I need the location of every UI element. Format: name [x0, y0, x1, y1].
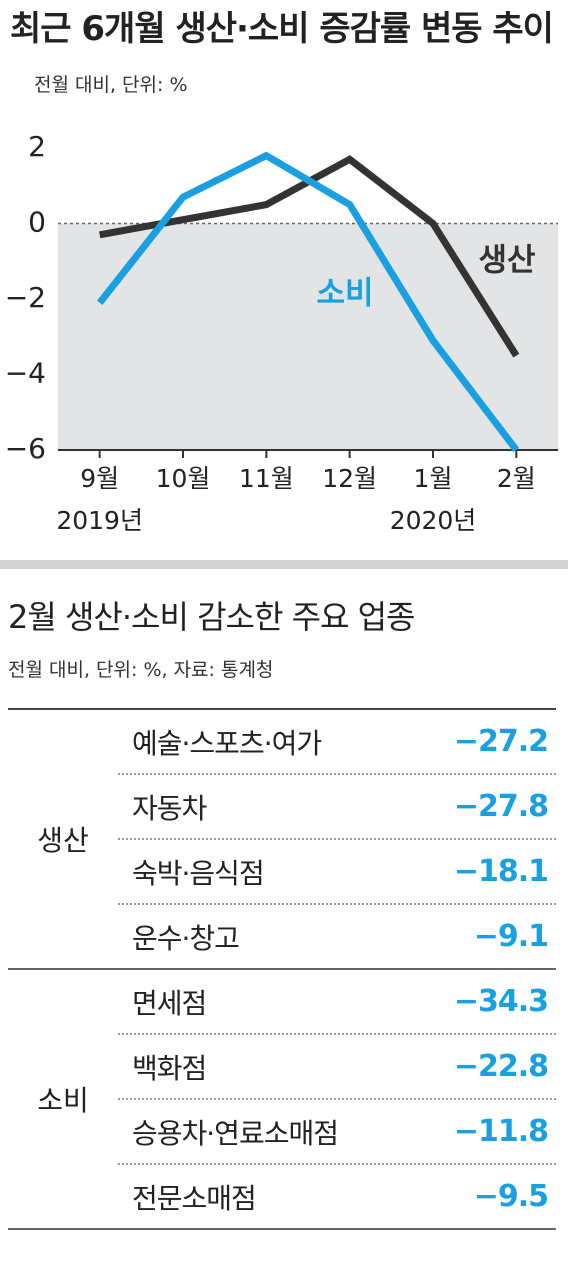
y-tick-label: 2	[28, 130, 46, 163]
row-label: 운수·창고	[132, 921, 240, 955]
row-label: 자동차	[132, 791, 207, 825]
table: 생산 예술·스포츠·여가 −27.2 자동차 −27.8 숙박·음식점 −18.1 운수·창고…	[8, 708, 556, 1230]
row-label: 숙박·음식점	[132, 856, 265, 890]
series-label: 소비	[316, 276, 373, 312]
x-sublabel: 2020년	[390, 506, 477, 535]
row-label: 면세점	[132, 986, 207, 1020]
y-tick-label: −6	[5, 432, 46, 465]
row-value: −18.1	[453, 854, 549, 889]
series-line	[96, 151, 520, 453]
x-tick-label: 12월	[322, 464, 377, 493]
y-tick-label: 0	[28, 206, 46, 239]
group-rows: 예술·스포츠·여가 −27.2 자동차 −27.8 숙박·음식점 −18.1 운수·창고 −9…	[118, 710, 556, 968]
x-tick-label: 1월	[414, 464, 453, 493]
row-value: −11.8	[453, 1114, 549, 1149]
table-group: 소비 면세점 −34.3 백화점 −22.8 승용차·연료소매점 −11.8 전문소매점 −9.…	[8, 970, 556, 1230]
row-label: 백화점	[132, 1051, 207, 1085]
table-row: 운수·창고 −9.1	[118, 905, 556, 968]
row-value: −34.3	[453, 984, 549, 1019]
table-row: 자동차 −27.8	[118, 775, 556, 840]
x-sublabel: 2019년	[56, 506, 143, 535]
row-label: 예술·스포츠·여가	[132, 726, 322, 760]
table-row: 승용차·연료소매점 −11.8	[118, 1100, 556, 1165]
table-row: 백화점 −22.8	[118, 1035, 556, 1100]
table-row: 전문소매점 −9.5	[118, 1165, 556, 1228]
chart-header: 최근 6개월 생산·소비 증감률 변동 추이전월 대비, 단위: %	[10, 4, 560, 111]
row-value: −9.1	[473, 919, 549, 954]
group-name: 소비	[37, 1084, 89, 1117]
separator	[0, 560, 568, 569]
group-name: 생산	[37, 824, 89, 857]
table-group: 생산 예술·스포츠·여가 −27.2 자동차 −27.8 숙박·음식점 −18.1 운수·창고…	[8, 710, 556, 970]
table-row: 면세점 −34.3	[118, 970, 556, 1035]
y-tick-label: −4	[5, 357, 46, 390]
x-tick-label: 10월	[156, 464, 211, 493]
x-tick-label: 2월	[497, 464, 536, 493]
table-row: 예술·스포츠·여가 −27.2	[118, 710, 556, 775]
group-rows: 면세점 −34.3 백화점 −22.8 승용차·연료소매점 −11.8 전문소매점 −9.5	[118, 970, 556, 1228]
y-tick-label: −2	[5, 281, 46, 314]
row-value: −22.8	[453, 1049, 549, 1084]
x-tick-label: 9월	[80, 464, 119, 493]
table-title: 2월 생산·소비 감소한 주요 업종	[8, 598, 415, 636]
chart-title: 최근 6개월 생산·소비 증감률 변동 추이	[10, 9, 554, 49]
table-row: 숙박·음식점 −18.1	[118, 840, 556, 905]
x-tick-label: 11월	[239, 464, 294, 493]
row-value: −27.8	[453, 789, 549, 824]
negative-region	[58, 223, 558, 450]
row-value: −27.2	[453, 724, 549, 759]
row-label: 승용차·연료소매점	[132, 1116, 339, 1150]
chart-subtitle: 전월 대비, 단위: %	[34, 74, 188, 96]
table-subtitle: 전월 대비, 단위: %, 자료: 통계청	[8, 659, 274, 681]
series-label: 생산	[478, 243, 535, 279]
row-label: 전문소매점	[132, 1181, 257, 1215]
row-value: −9.5	[473, 1179, 549, 1214]
